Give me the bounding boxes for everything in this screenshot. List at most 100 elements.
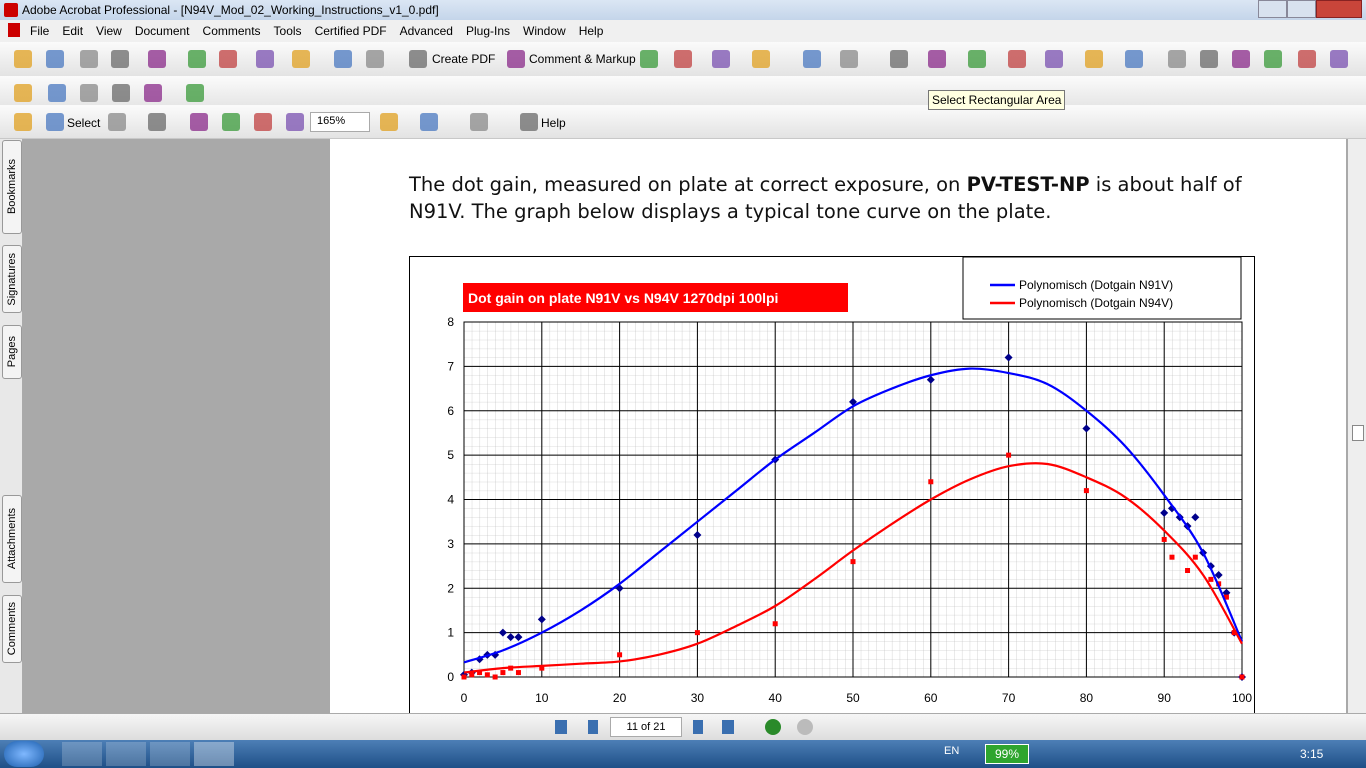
zoom-box[interactable]: 165% [310, 112, 370, 132]
side-tab[interactable]: Signatures [2, 245, 22, 313]
toolbar-icon[interactable] [674, 50, 692, 68]
side-tab-label[interactable]: Signatures [6, 252, 18, 306]
toolbar-icon[interactable] [803, 50, 821, 68]
menu-item[interactable]: Plug-Ins [465, 24, 510, 38]
side-tab-label[interactable]: Bookmarks [6, 159, 18, 215]
back[interactable] [765, 719, 781, 735]
toolbar-icon[interactable] [144, 84, 162, 102]
toolbar-icon[interactable] [507, 50, 525, 68]
menu-item[interactable]: File [30, 24, 50, 38]
toolbar-icon[interactable] [928, 50, 946, 68]
toolbar-icon[interactable] [1125, 50, 1143, 68]
taskbar-app[interactable] [150, 742, 190, 766]
toolbar-icon[interactable] [148, 113, 166, 131]
restore[interactable] [1287, 0, 1317, 18]
side-tab[interactable]: Bookmarks [2, 140, 22, 234]
help-button[interactable]: Help [541, 116, 566, 130]
side-tab-label[interactable]: Pages [6, 336, 18, 368]
toolbar-icon[interactable] [14, 84, 32, 102]
window-controls[interactable] [1258, 0, 1362, 18]
scroll-thumb[interactable] [1352, 425, 1364, 441]
toolbar-icon[interactable] [48, 84, 66, 102]
menu-item[interactable]: View [96, 24, 122, 38]
side-tab-label[interactable]: Comments [6, 602, 18, 656]
toolbar-icon[interactable] [1045, 50, 1063, 68]
toolbar-icon[interactable] [190, 113, 208, 131]
last-page[interactable] [722, 720, 734, 734]
toolbar-icon[interactable] [890, 50, 908, 68]
toolbar-icon[interactable] [470, 113, 488, 131]
toolbar-icon[interactable] [14, 50, 32, 68]
toolbar-icon[interactable] [80, 84, 98, 102]
toolbar-icon[interactable] [286, 113, 304, 131]
toolbar-icon[interactable] [292, 50, 310, 68]
toolbar-icon[interactable] [80, 50, 98, 68]
select-tool[interactable]: Select [67, 116, 101, 130]
toolbar-icon[interactable] [108, 113, 126, 131]
toolbar-icon[interactable] [222, 113, 240, 131]
toolbar-icon[interactable] [968, 50, 986, 68]
forward[interactable] [797, 719, 813, 735]
page-number[interactable]: 11 of 21 [626, 721, 666, 733]
toolbar-icon[interactable] [1085, 50, 1103, 68]
battery-level[interactable]: 99% [994, 747, 1020, 761]
menu-item[interactable]: Document [134, 24, 190, 38]
toolbar-icon[interactable] [186, 84, 204, 102]
menu-item[interactable]: Comments [202, 24, 261, 38]
toolbar-icon[interactable] [112, 84, 130, 102]
taskbar-app[interactable] [62, 742, 102, 766]
menu-item[interactable]: Certified PDF [314, 24, 387, 38]
side-tab[interactable]: Pages [2, 325, 22, 379]
toolbar-icon[interactable] [219, 50, 237, 68]
toolbar-icon[interactable] [46, 113, 64, 131]
menu-item[interactable]: Advanced [399, 24, 453, 38]
minimize[interactable] [1258, 0, 1288, 18]
toolbar-icon[interactable] [712, 50, 730, 68]
next-page[interactable] [693, 720, 703, 734]
toolbar-icon[interactable] [14, 113, 32, 131]
toolbar-icon[interactable] [1168, 50, 1186, 68]
toolbar-icon[interactable] [148, 50, 166, 68]
toolbar-icon[interactable] [366, 50, 384, 68]
menu-item[interactable]: Help [578, 24, 604, 38]
side-tab[interactable]: Attachments [2, 495, 22, 583]
toolbar-icon[interactable] [188, 50, 206, 68]
toolbar-icon[interactable] [1200, 50, 1218, 68]
comment-markup[interactable]: Comment & Markup [529, 52, 636, 66]
zoom-value[interactable]: 165% [317, 115, 346, 127]
battery[interactable]: 99% [985, 744, 1029, 764]
toolbar-icon[interactable] [1264, 50, 1282, 68]
first-page[interactable] [555, 720, 567, 734]
language[interactable]: EN [944, 745, 960, 757]
page-box[interactable]: 11 of 21 [610, 717, 682, 737]
toolbar-icon[interactable] [254, 113, 272, 131]
toolbar-icon[interactable] [1298, 50, 1316, 68]
toolbar-icon[interactable] [1008, 50, 1026, 68]
start-button[interactable] [4, 741, 44, 767]
side-tab-label[interactable]: Attachments [6, 508, 18, 570]
taskbar-app[interactable] [194, 742, 234, 766]
menu-item[interactable]: Edit [62, 24, 84, 38]
toolbar-icon[interactable] [111, 50, 129, 68]
vertical-scrollbar[interactable] [1348, 139, 1366, 713]
toolbar-icon[interactable] [840, 50, 858, 68]
toolbar-icon[interactable] [640, 50, 658, 68]
toolbar-icon[interactable] [256, 50, 274, 68]
toolbar-icon[interactable] [420, 113, 438, 131]
menu-item[interactable]: Tools [273, 24, 302, 38]
toolbar-icon[interactable] [409, 50, 427, 68]
menu-item[interactable]: Window [523, 24, 566, 38]
toolbar-icon[interactable] [1232, 50, 1250, 68]
side-tab[interactable]: Comments [2, 595, 22, 663]
prev-page[interactable] [588, 720, 598, 734]
toolbar-icon[interactable] [46, 50, 64, 68]
toolbar-icon[interactable] [1330, 50, 1348, 68]
close[interactable] [1316, 0, 1362, 18]
toolbar-icon[interactable] [752, 50, 770, 68]
taskbar-app[interactable] [106, 742, 146, 766]
toolbar-icon[interactable] [334, 50, 352, 68]
clock[interactable]: 3:15 [1300, 747, 1324, 761]
toolbar-icon[interactable] [380, 113, 398, 131]
toolbar-icon[interactable] [520, 113, 538, 131]
create-pdf[interactable]: Create PDF [432, 52, 496, 66]
